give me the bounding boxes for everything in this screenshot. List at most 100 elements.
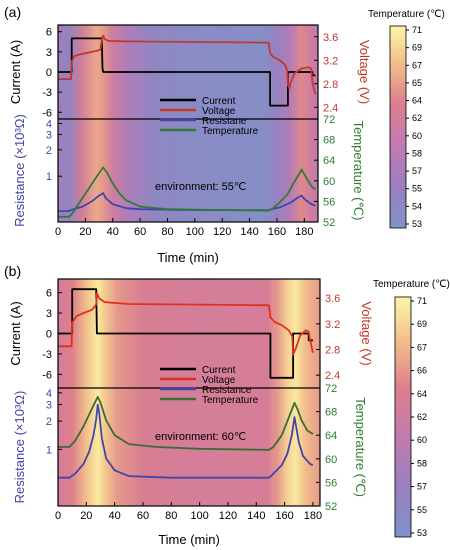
legend-entry: Temperature: [202, 126, 259, 137]
x-tick-label: 20: [80, 510, 92, 522]
legend-entry: Resistance: [202, 385, 252, 396]
x-tick-label: 180: [304, 510, 322, 522]
current-tick-label: 0: [46, 67, 52, 79]
x-tick-label: 60: [137, 510, 149, 522]
resistance-tick-label: 1: [46, 444, 52, 456]
colorbar-tick-label: 58: [412, 148, 422, 158]
x-tick-label: 40: [107, 226, 119, 238]
colorbar-tick-label: 71: [412, 25, 422, 35]
series-resistane-line: [58, 192, 316, 212]
legend-entry: Current: [202, 96, 236, 107]
resistance-tick-label: 4: [46, 118, 52, 130]
current-axis-label: Current (A): [8, 40, 23, 104]
colorbar-tick-label: 71: [417, 296, 427, 306]
temperature-axis-label: Temperature (℃): [353, 397, 368, 497]
colorbar-tick-label: 60: [412, 131, 422, 141]
voltage-tick-label: 3.2: [323, 55, 338, 67]
temperature-tick-label: 60: [325, 454, 337, 466]
resistance-tick-label: 2: [46, 145, 52, 157]
x-tick-label: 120: [213, 226, 231, 238]
current-tick-label: 3: [46, 47, 52, 59]
temperature-tick-label: 52: [325, 501, 337, 513]
voltage-tick-label: 3.2: [325, 319, 340, 331]
current-tick-label: 6: [46, 288, 52, 300]
temperature-tick-label: 72: [325, 383, 337, 395]
resistance-tick-label: 3: [46, 400, 52, 412]
colorbar-tick-label: 54: [412, 201, 422, 211]
legend-entry: Voltage: [202, 106, 236, 117]
x-tick-label: 140: [240, 226, 258, 238]
colorbar-tick-label: 60: [417, 435, 427, 445]
environment-annotation: environment: 55℃: [155, 181, 246, 193]
colorbar-title: Temperature (℃): [373, 279, 450, 290]
colorbar: [394, 296, 412, 538]
x-tick-label: 160: [268, 226, 286, 238]
colorbar-tick-label: 69: [412, 43, 422, 53]
panel-label: (b): [4, 263, 21, 279]
x-tick-label: 120: [219, 510, 237, 522]
colorbar-tick-label: 55: [417, 505, 427, 515]
colorbar-tick-label: 67: [412, 60, 422, 70]
current-tick-label: 0: [46, 329, 52, 341]
colorbar-tick-label: 64: [412, 96, 422, 106]
temperature-tick-label: 64: [323, 155, 335, 167]
x-tick-label: 100: [186, 226, 204, 238]
colorbar: [389, 25, 407, 229]
current-tick-label: -6: [42, 107, 52, 119]
current-tick-label: -3: [42, 87, 52, 99]
x-tick-label: 80: [165, 510, 177, 522]
voltage-tick-label: 2.4: [325, 370, 340, 382]
temperature-tick-label: 68: [325, 407, 337, 419]
temperature-tick-label: 56: [325, 477, 337, 489]
x-tick-label: 80: [161, 226, 173, 238]
colorbar-tick-label: 62: [412, 113, 422, 123]
x-tick-label: 20: [79, 226, 91, 238]
resistance-axis-label: Resistance (×10³Ω): [12, 114, 27, 227]
resistance-tick-label: 1: [46, 171, 52, 183]
temperature-axis-label: Temperature (℃): [351, 121, 366, 221]
voltage-tick-label: 3.6: [323, 32, 338, 44]
x-tick-label: 160: [275, 510, 293, 522]
current-tick-label: -6: [42, 369, 52, 381]
colorbar-tick-label: 53: [417, 528, 427, 538]
x-tick-label: 100: [190, 510, 208, 522]
colorbar-tick-label: 57: [417, 482, 427, 492]
x-axis-label: Time (min): [157, 250, 219, 265]
environment-annotation: environment: 60℃: [155, 431, 246, 443]
temperature-tick-label: 72: [323, 114, 335, 126]
x-tick-label: 0: [55, 510, 61, 522]
series-current-line: [58, 37, 316, 107]
colorbar-tick-label: 65: [412, 78, 422, 88]
x-tick-label: 60: [134, 226, 146, 238]
colorbar-tick-label: 53: [412, 219, 422, 229]
colorbar-tick-label: 64: [417, 389, 427, 399]
panel-label: (a): [4, 4, 21, 20]
series-voltage-line: [58, 292, 314, 356]
x-axis-label: Time (min): [158, 532, 220, 547]
current-tick-label: 3: [46, 308, 52, 320]
current-tick-label: -3: [42, 349, 52, 361]
legend-entry: Temperature: [202, 395, 259, 406]
temperature-tick-label: 52: [323, 217, 335, 229]
colorbar-tick-label: 62: [417, 412, 427, 422]
series-resistance-line: [58, 403, 314, 479]
resistance-tick-label: 4: [46, 388, 52, 400]
colorbar-tick-label: 67: [417, 342, 427, 352]
x-tick-label: 140: [247, 510, 265, 522]
colorbar-tick-label: 55: [412, 184, 422, 194]
legend-entry: Resistane: [202, 116, 247, 127]
resistance-tick-label: 2: [46, 416, 52, 428]
temperature-tick-label: 64: [325, 430, 337, 442]
x-tick-label: 0: [55, 226, 61, 238]
current-tick-label: 6: [46, 27, 52, 39]
x-tick-label: 180: [295, 226, 313, 238]
colorbar-tick-label: 69: [417, 319, 427, 329]
series-voltage-line: [58, 34, 317, 95]
colorbar-tick-label: 57: [412, 166, 422, 176]
voltage-tick-label: 3.6: [325, 293, 340, 305]
